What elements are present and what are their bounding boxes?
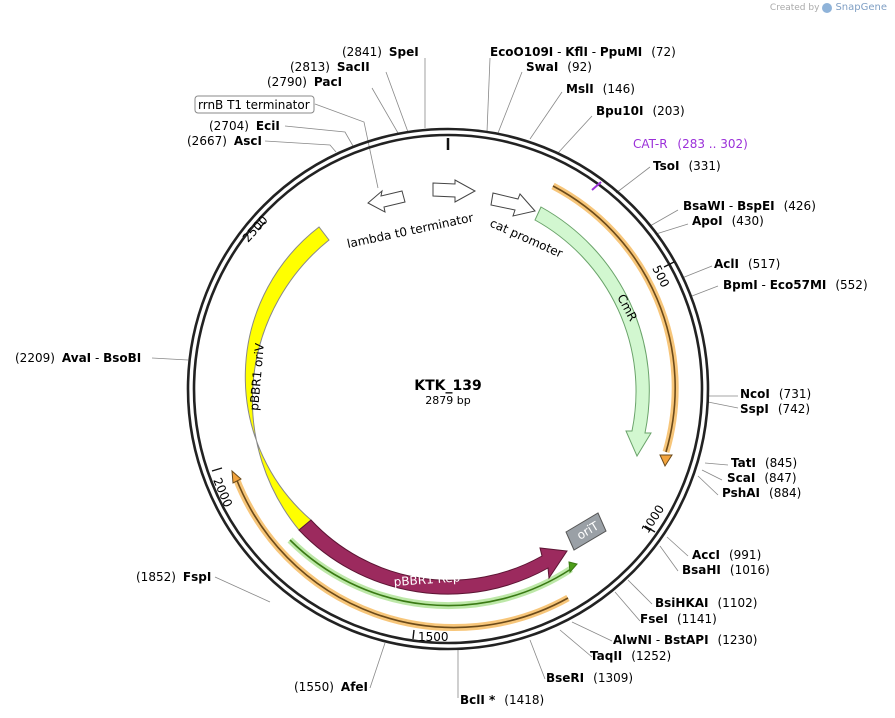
primer-arrowhead-right [659,454,673,468]
site-eco-kfli-ppumi[interactable]: EcoO109I - KflI - PpuMI (72) [490,45,676,59]
site-acci[interactable]: AccI (991) [692,548,761,562]
site-msli[interactable]: MslI (146) [566,82,635,96]
scale-ticks [211,221,675,640]
rrnb-label-box [194,95,315,114]
cat-r-range: (283 .. 302) [677,137,747,151]
site-afei[interactable]: (1550) AfeI [294,680,368,694]
primer-arrowhead-left [231,469,242,484]
snapgene-credit: Created by SnapGene [770,2,887,13]
site-spei[interactable]: (2841) SpeI [342,45,419,59]
site-labels-right: EcoO109I - KflI - PpuMI (72) SwaI (92) Msl… [460,45,868,707]
site-avai-bsobi[interactable]: (2209) AvaI - BsoBI [15,351,141,365]
credit-brand: SnapGene [835,2,887,13]
feature-label-lambda: lambda t0 terminator [346,210,475,250]
site-swai[interactable]: SwaI (92) [526,60,592,74]
site-bsahi[interactable]: BsaHI (1016) [682,563,770,577]
site-alwni-bstapi[interactable]: AlwNI - BstAPI (1230) [613,633,757,647]
feature-lambda-t0-arrow[interactable] [367,189,406,213]
site-asci[interactable]: (2667) AscI [187,134,262,148]
site-bsihkai[interactable]: BsiHKAI (1102) [655,596,757,610]
site-acli[interactable]: AclI (517) [714,257,780,271]
feature-rrnb-arrow[interactable] [432,179,477,203]
site-ecii[interactable]: (2704) EciI [209,119,280,133]
feature-label-rep: pBBR1 Rep [393,570,460,589]
feature-label-oriv: pBBR1 oriV [247,342,267,411]
site-bpu10i[interactable]: Bpu10I (203) [596,104,685,118]
site-apoi[interactable]: ApoI (430) [692,214,764,228]
site-bpmi-eco57mi[interactable]: BpmI - Eco57MI (552) [723,278,868,292]
cat-r-primer-mark [591,181,602,191]
plasmid-length: 2879 bp [425,394,470,407]
primer-arc-orange-left-core [235,477,569,629]
site-bsawi-bspei[interactable]: BsaWI - BspEI (426) [683,199,816,213]
feature-pbbr1-rep[interactable] [298,519,568,595]
cat-r-name: CAT-R [633,137,668,151]
primer-arc-orange-right-core [552,185,676,453]
site-bcli[interactable]: BclI * (1418) [460,693,544,707]
plasmid-name: KTK_139 [414,378,481,394]
site-scai[interactable]: ScaI (847) [727,471,797,485]
primer-arc-orange-right [551,182,679,453]
site-paci[interactable]: (2790) PacI [267,75,342,89]
primer-arrowhead-green [568,561,578,574]
cat-r-label: CAT-R (283 .. 302) [633,137,748,151]
site-taqii[interactable]: TaqII (1252) [590,649,671,663]
leader-lines [151,57,739,698]
feature-cat-promoter-arrow[interactable] [490,192,536,217]
site-tati[interactable]: TatI (845) [731,456,797,470]
snapgene-logo-icon [822,2,833,13]
site-sspi[interactable]: SspI (742) [740,402,810,416]
feature-cmr[interactable] [534,206,652,458]
primer-arc-green-core [289,539,572,607]
site-ncoi[interactable]: NcoI (731) [740,387,811,401]
site-pshai[interactable]: PshAI (884) [722,486,801,500]
site-bseri[interactable]: BseRI (1309) [546,671,633,685]
credit-created-by: Created by [769,2,820,13]
site-tsoi[interactable]: TsoI (331) [653,159,721,173]
site-labels-left: (2841) SpeI (2813) SacII (2790) PacI (2704)… [15,45,419,694]
feature-orit[interactable] [565,512,607,551]
site-sacii[interactable]: (2813) SacII [290,60,370,74]
backbone [186,127,710,651]
site-fspi[interactable]: (1852) FspI [136,570,211,584]
tick-label-1500: 1500 [418,630,449,644]
feature-label-rrnb: rrnB T1 terminator [198,98,310,112]
site-fsei[interactable]: FseI (1141) [640,612,717,626]
tick-label-1000: 1000 [639,502,667,535]
